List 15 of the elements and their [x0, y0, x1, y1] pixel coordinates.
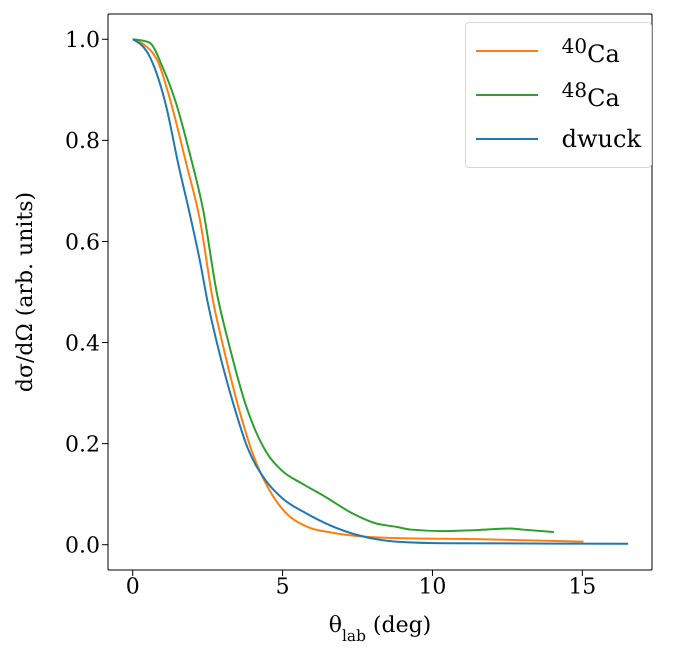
x-tick-label: 15 [568, 574, 596, 600]
x-tick-label: 10 [418, 574, 446, 600]
x-axis-title: θ$_{lab}$ (deg) [328, 613, 432, 645]
y-axis-title: dσ/dΩ (arb. units) [13, 192, 38, 392]
y-tick-label: 0.6 [65, 230, 100, 256]
legend-label: dwuck [562, 125, 641, 153]
legend-label: $^{40}$Ca [562, 34, 620, 68]
y-tick-label: 0.8 [65, 129, 100, 154]
legend-label: $^{48}$Ca [562, 78, 620, 112]
y-tick-label: 1.0 [65, 28, 100, 54]
y-tick-label: 0.0 [65, 534, 100, 559]
y-tick-label: 0.2 [65, 432, 100, 458]
y-tick-label: 0.4 [65, 331, 100, 356]
x-tick-label: 5 [276, 574, 290, 600]
x-tick-label: 0 [126, 574, 140, 600]
